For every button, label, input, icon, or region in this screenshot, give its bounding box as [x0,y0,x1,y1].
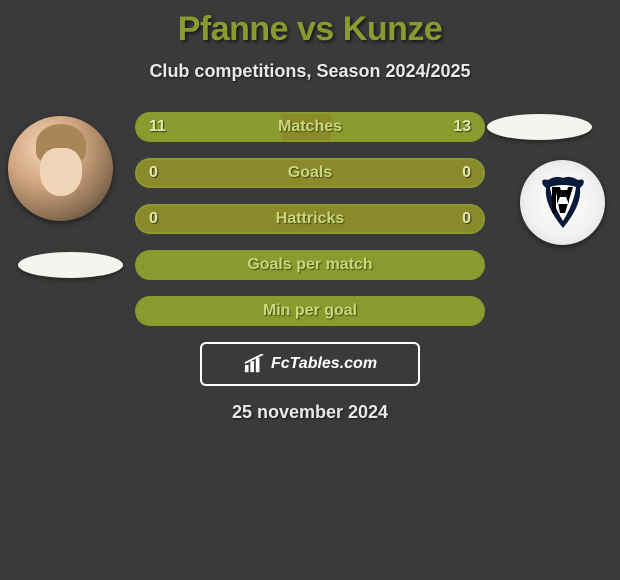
stat-label: Goals per match [247,256,372,274]
player-left-avatar [8,116,113,221]
stat-value-right: 13 [453,118,471,136]
team-crest-right [520,160,605,245]
stat-row-matches: 11 Matches 13 [135,112,485,142]
team-badge-left [18,252,123,278]
comparison-panel: 11 Matches 13 0 Goals 0 0 Hattricks 0 Go… [0,112,620,423]
date: 25 november 2024 [0,402,620,423]
watermark-text: FcTables.com [271,355,377,373]
stat-value-right: 0 [462,164,471,182]
stat-value-right: 0 [462,210,471,228]
team-badge-right [487,114,592,140]
stat-label: Matches [278,118,342,136]
stat-row-min-per-goal: Min per goal [135,296,485,326]
stat-value-left: 0 [149,164,158,182]
crest-icon [538,175,588,230]
stat-label: Goals [288,164,332,182]
watermark: FcTables.com [200,342,420,386]
subtitle: Club competitions, Season 2024/2025 [0,61,620,82]
stat-value-left: 0 [149,210,158,228]
bar-chart-icon [243,354,265,374]
stat-label: Hattricks [276,210,344,228]
stat-row-goals-per-match: Goals per match [135,250,485,280]
stat-label: Min per goal [263,302,357,320]
stat-row-hattricks: 0 Hattricks 0 [135,204,485,234]
stat-value-left: 11 [149,118,166,136]
stat-row-goals: 0 Goals 0 [135,158,485,188]
page-title: Pfanne vs Kunze [0,0,620,49]
stats-bars: 11 Matches 13 0 Goals 0 0 Hattricks 0 Go… [135,112,485,326]
